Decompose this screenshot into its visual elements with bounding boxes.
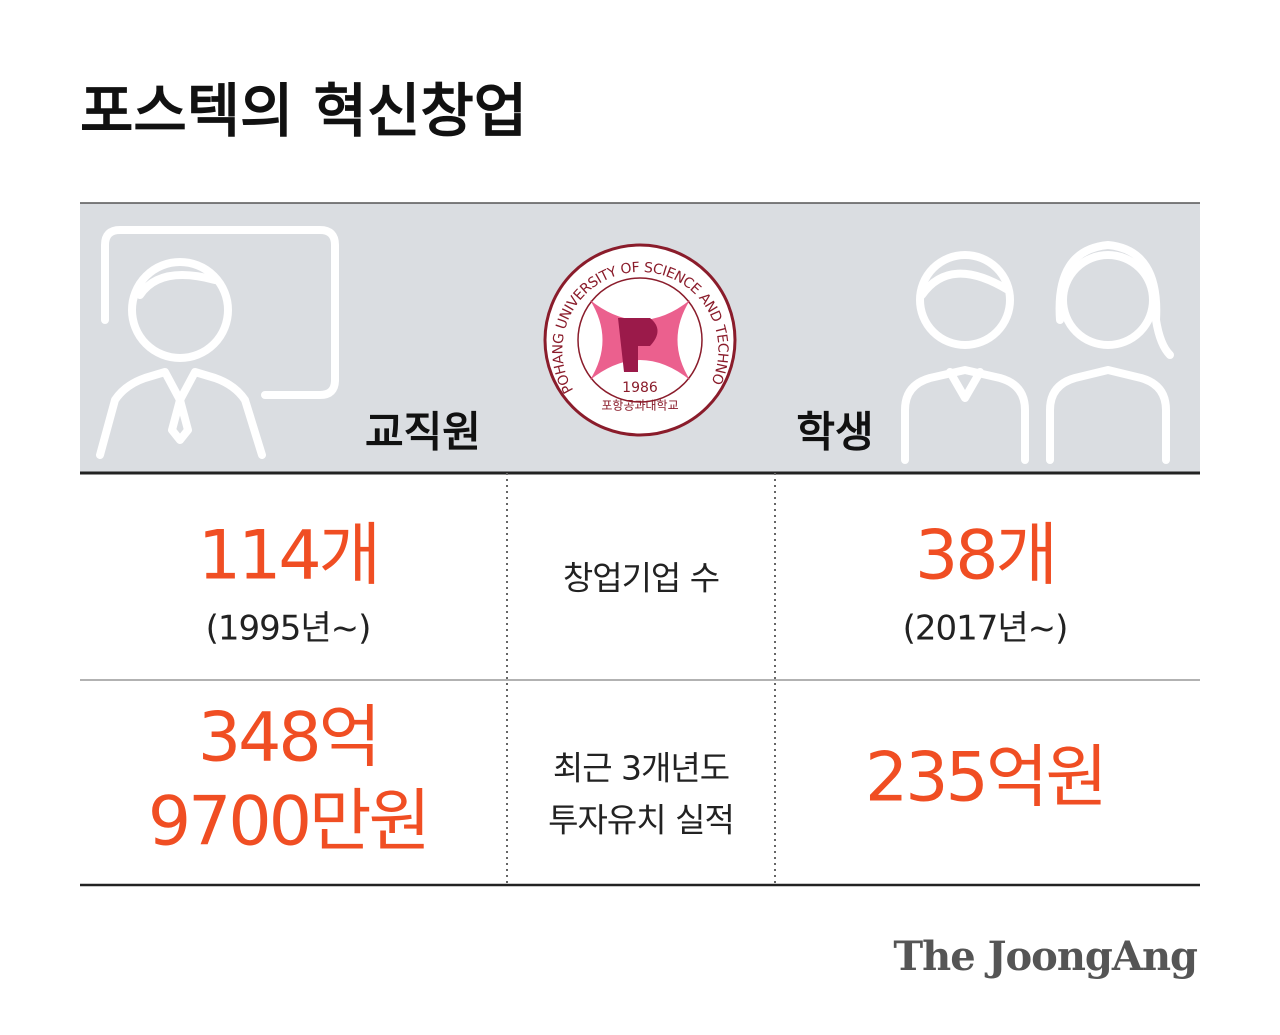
staff-startups: 114개	[198, 517, 378, 596]
student-startups: 38개	[915, 517, 1055, 596]
title: 포스텍의 혁신창업	[80, 77, 527, 145]
staff-investment: 348억	[198, 699, 378, 778]
header-right: 학생	[796, 408, 873, 457]
student-since: (2017년~)	[903, 609, 1068, 649]
row-label: 최근 3개년도	[553, 749, 729, 788]
logo-year: 1986	[622, 380, 658, 396]
row-label: 투자유치 실적	[548, 801, 734, 840]
staff-investment: 9700만원	[148, 783, 428, 862]
row-label: 창업기업 수	[563, 559, 719, 598]
staff-icon	[96, 226, 339, 459]
students-icon	[901, 241, 1174, 464]
student-investment: 235억원	[865, 739, 1105, 818]
staff-since: (1995년~)	[206, 609, 371, 649]
logo-korean-name: 포항공과대학교	[601, 399, 678, 413]
header-left: 교직원	[365, 408, 481, 457]
source: The JoongAng	[893, 933, 1198, 980]
